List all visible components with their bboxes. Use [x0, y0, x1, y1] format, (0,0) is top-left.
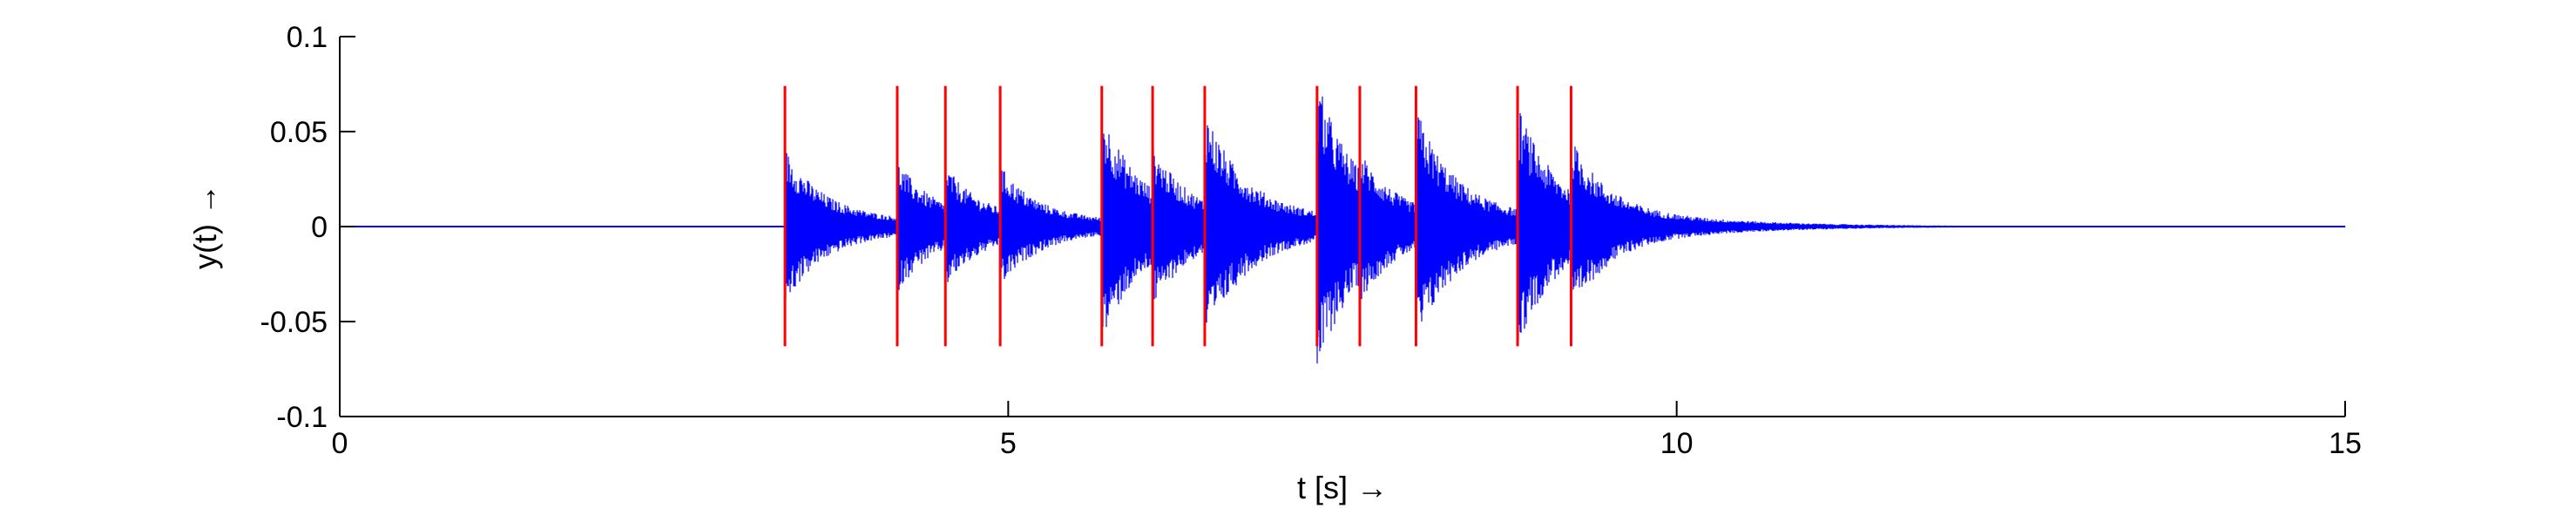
- ticks: 0 5 10 15 0.1 0.05 0 -0.05 -0.1: [260, 21, 2362, 460]
- x-axis-label: t [s] →: [1297, 470, 1388, 505]
- x-tick-label: 0: [332, 427, 348, 460]
- x-tick-label: 5: [1000, 427, 1017, 460]
- waveform-series: [339, 96, 2346, 364]
- y-tick-label: -0.05: [260, 306, 328, 339]
- x-tick-label: 10: [1660, 427, 1694, 460]
- y-tick-label: 0.05: [270, 116, 328, 149]
- waveform-trace: [339, 96, 2346, 364]
- y-tick-label: 0: [311, 211, 328, 244]
- onset-markers: [783, 85, 1572, 347]
- y-axis-label: y(t) →: [187, 184, 223, 269]
- x-tick-label: 15: [2329, 427, 2362, 460]
- y-tick-label: -0.1: [276, 401, 328, 434]
- y-tick-label: 0.1: [287, 21, 328, 54]
